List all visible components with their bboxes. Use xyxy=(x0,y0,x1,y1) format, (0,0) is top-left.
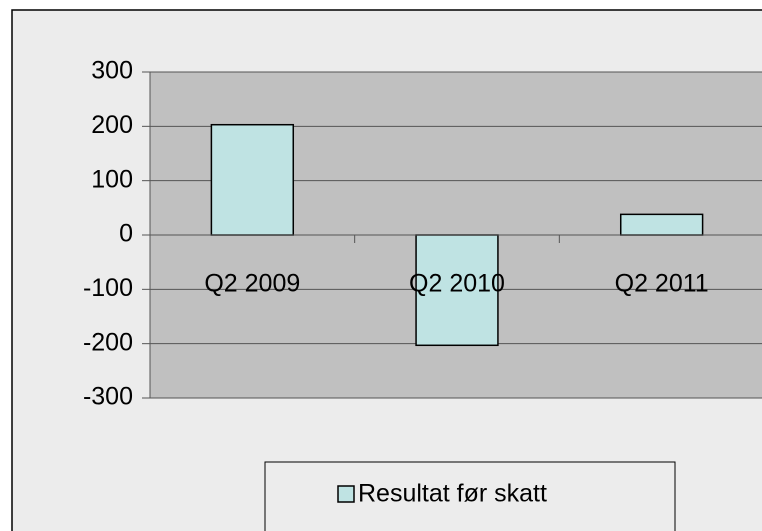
y-tick-label: 200 xyxy=(91,111,133,139)
legend-swatch xyxy=(337,485,355,503)
bar xyxy=(210,123,295,236)
bar xyxy=(415,234,499,347)
x-tick-label: Q2 2009 xyxy=(204,270,300,298)
x-tick-label: Q2 2011 xyxy=(615,270,709,298)
y-tick-label: -200 xyxy=(83,328,133,356)
y-tick-label: -300 xyxy=(83,383,133,411)
bar xyxy=(619,213,704,236)
y-tick-label: 300 xyxy=(91,57,133,85)
legend-label: Resultat før skatt xyxy=(358,480,547,508)
legend-box xyxy=(264,461,676,531)
x-tick-label: Q2 2010 xyxy=(409,270,505,298)
y-tick-label: -100 xyxy=(83,274,133,302)
y-tick-label: 0 xyxy=(119,220,133,248)
y-tick-label: 100 xyxy=(91,165,133,193)
